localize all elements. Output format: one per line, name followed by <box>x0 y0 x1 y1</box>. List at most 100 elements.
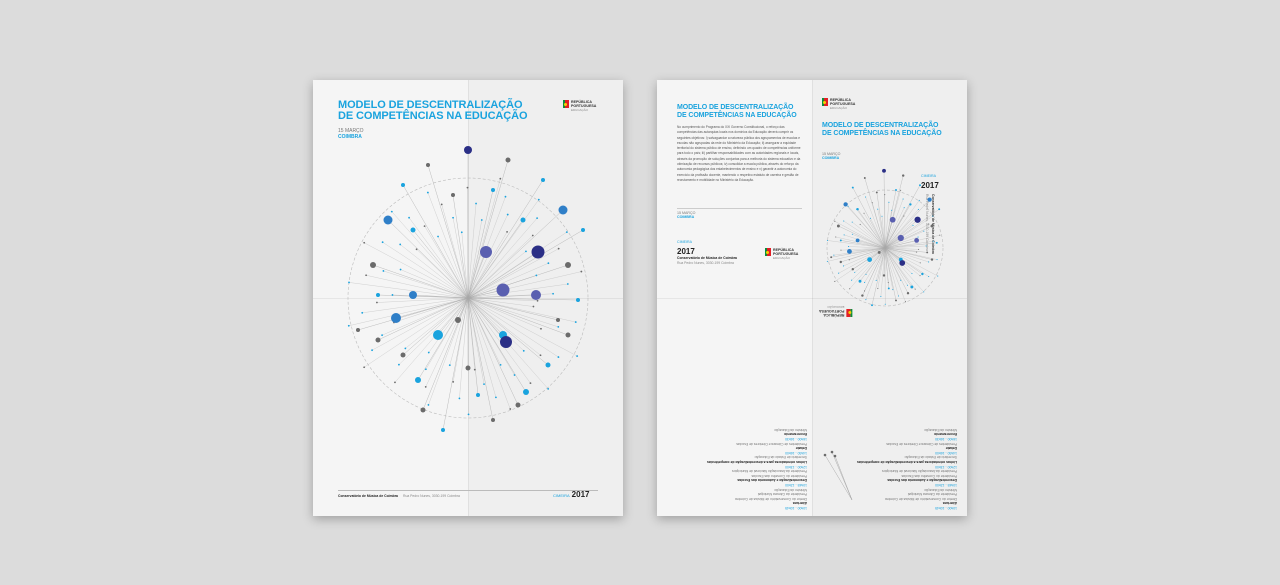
node-dot <box>565 231 568 233</box>
connector-line <box>467 218 538 299</box>
connector-line <box>877 247 886 289</box>
node-dot <box>580 270 583 273</box>
node-circle <box>496 283 510 297</box>
node-dot <box>877 288 879 290</box>
connector-line <box>884 247 889 283</box>
connector-line <box>880 247 886 297</box>
connector-line <box>843 247 886 267</box>
connector-line <box>884 247 897 301</box>
connector-line <box>884 241 934 249</box>
node-circle <box>851 186 854 189</box>
node-circle <box>899 260 906 266</box>
connector-line <box>408 217 469 299</box>
node-circle <box>895 189 897 191</box>
city-text: COIMBRA <box>677 215 695 220</box>
connector-line <box>467 297 559 321</box>
node-circle <box>914 238 920 243</box>
title-line: DE COMPETÊNCIAS NA EDUCAÇÃO <box>677 111 797 119</box>
connector-line <box>366 275 469 299</box>
node-dot <box>399 268 402 271</box>
node-dot <box>506 213 509 216</box>
node-dot <box>875 279 877 282</box>
node-circle <box>491 188 495 192</box>
node-circle <box>935 241 938 244</box>
connector-line <box>452 194 469 299</box>
connector-line <box>834 221 886 249</box>
node-dot <box>531 234 534 237</box>
connector-line <box>453 297 469 382</box>
connector-line <box>852 222 886 249</box>
connector-line <box>452 217 469 299</box>
connector-line <box>348 282 469 299</box>
node-dot <box>547 388 550 390</box>
connector-line <box>884 247 901 281</box>
node-dot <box>365 274 368 277</box>
node-dot <box>939 234 941 236</box>
connector-line <box>467 231 508 299</box>
year-label: CIMEIRA <box>921 174 936 178</box>
connector-line <box>382 297 469 336</box>
connector-line <box>398 297 469 365</box>
node-dot <box>865 299 867 301</box>
program-item: Ministro da Educação <box>924 427 957 432</box>
node-dot <box>834 280 836 283</box>
node-dot <box>475 202 477 205</box>
connector-line <box>467 297 559 358</box>
poster: MODELO DE DESCENTRALIZAÇÃO DE COMPETÊNCI… <box>313 80 623 516</box>
connector-line <box>383 270 469 299</box>
node-circle <box>465 365 471 371</box>
node-circle <box>523 389 529 395</box>
connector-line <box>884 209 940 249</box>
node-dot <box>535 274 538 277</box>
connector-line <box>467 297 519 406</box>
fold-line <box>812 80 813 516</box>
node-dot <box>424 368 427 371</box>
node-dot <box>865 273 867 275</box>
node-dot <box>917 208 919 210</box>
republica-logo: REPÚBLICA PORTUGUESA EDUCAÇÃO <box>819 305 853 317</box>
node-dot <box>460 231 463 234</box>
year-label: CIMEIRA <box>677 240 692 244</box>
node-circle <box>520 217 526 223</box>
poster-title: MODELO DE DESCENTRALIZAÇÃO DE COMPETÊNCI… <box>338 100 528 122</box>
connector-line <box>467 297 485 385</box>
node-circle <box>356 328 360 332</box>
connector-line <box>849 247 886 289</box>
connector-line <box>467 297 534 307</box>
connector-line <box>884 247 921 263</box>
connector-line <box>422 297 469 411</box>
logo-text: PORTUGUESA <box>819 309 845 313</box>
connector-line <box>442 297 469 431</box>
node-dot <box>918 199 920 201</box>
logo-text: PORTUGUESA <box>571 104 597 108</box>
connector-line <box>428 297 469 405</box>
node-dot <box>835 236 837 238</box>
node-dot <box>843 234 845 236</box>
node-dot <box>928 276 930 278</box>
date-text: 15 MARÇO <box>822 152 841 156</box>
node-dot <box>842 265 845 267</box>
connector-line <box>467 297 538 301</box>
fold-line <box>657 298 967 299</box>
logo-text: REPÚBLICA <box>823 313 845 317</box>
node-dot <box>480 219 483 221</box>
connector-line <box>467 248 559 299</box>
node-dot <box>925 245 927 247</box>
node-dot <box>863 212 865 214</box>
connector-line <box>884 247 929 263</box>
connector-line <box>362 297 469 313</box>
connector-line <box>467 297 504 336</box>
node-dot <box>557 356 560 358</box>
connector-line <box>416 249 469 299</box>
connector-line <box>884 217 917 249</box>
node-dot <box>916 251 918 253</box>
city-text: COIMBRA <box>822 156 840 161</box>
node-dot <box>869 217 872 219</box>
node-dot <box>848 259 850 261</box>
node-dot <box>574 321 577 323</box>
node-circle <box>843 202 848 207</box>
node-dot <box>923 230 925 232</box>
node-circle <box>875 191 878 194</box>
orbit-ring <box>826 189 944 307</box>
connector-line <box>824 454 853 501</box>
